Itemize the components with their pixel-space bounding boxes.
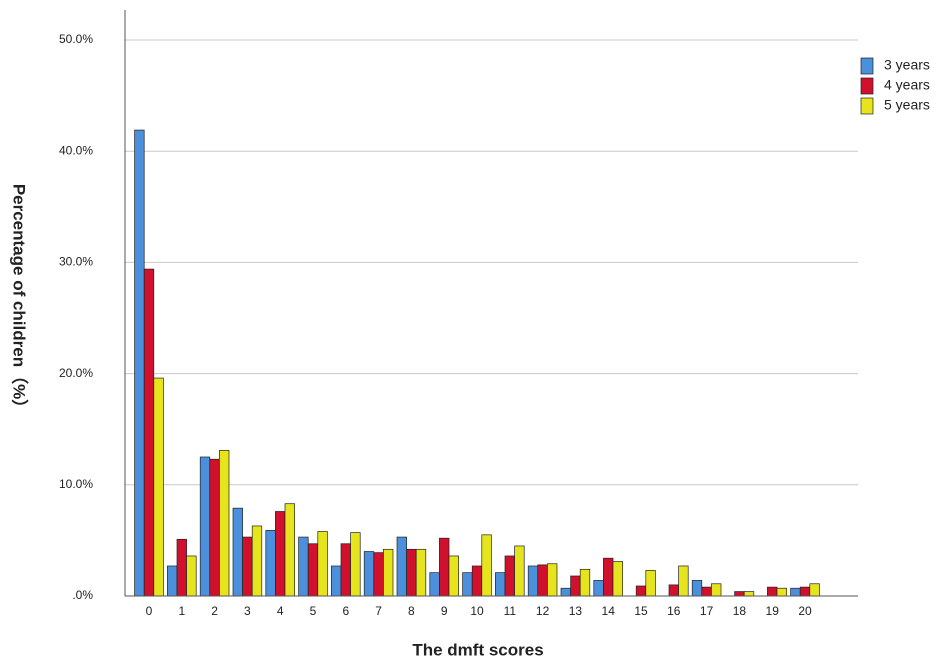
bar bbox=[547, 563, 558, 597]
x-tick-label: 4 bbox=[277, 604, 284, 618]
bar bbox=[691, 580, 703, 597]
x-tick-label: 19 bbox=[766, 604, 780, 618]
x-tick-label: 9 bbox=[441, 604, 448, 618]
y-tick-label: 10.0% bbox=[59, 477, 93, 491]
x-tick-label: 1 bbox=[178, 604, 185, 618]
x-tick-label: 15 bbox=[634, 604, 648, 618]
legend-label: 3 years bbox=[884, 57, 930, 73]
bar bbox=[495, 572, 506, 597]
bar bbox=[396, 536, 407, 597]
bar bbox=[134, 129, 145, 597]
bar bbox=[284, 503, 295, 597]
x-tick-label: 14 bbox=[602, 604, 616, 618]
bar bbox=[153, 377, 164, 597]
bar bbox=[176, 538, 187, 597]
bar bbox=[199, 456, 211, 597]
bar bbox=[275, 511, 286, 597]
bar bbox=[251, 525, 263, 597]
bar bbox=[186, 555, 197, 597]
bar bbox=[527, 565, 539, 597]
x-tick-label: 10 bbox=[470, 604, 484, 618]
bar bbox=[439, 537, 450, 597]
bar bbox=[701, 586, 712, 597]
x-tick-label: 16 bbox=[667, 604, 681, 618]
bar bbox=[645, 570, 656, 597]
bar bbox=[298, 536, 309, 597]
bar bbox=[776, 587, 787, 597]
bar bbox=[209, 458, 220, 597]
bar bbox=[635, 585, 647, 597]
x-tick-label: 2 bbox=[211, 604, 218, 618]
x-tick-label: 6 bbox=[342, 604, 349, 618]
x-axis-title: The dmft scores bbox=[412, 640, 543, 659]
bar bbox=[373, 552, 384, 597]
legend-label: 4 years bbox=[884, 77, 930, 93]
x-tick-label: 12 bbox=[536, 604, 550, 618]
bar bbox=[743, 591, 755, 597]
x-tick-label: 7 bbox=[375, 604, 382, 618]
bar bbox=[668, 584, 679, 597]
bar bbox=[799, 586, 811, 597]
bar bbox=[265, 530, 276, 597]
x-tick-label: 11 bbox=[504, 604, 517, 618]
legend-swatch bbox=[860, 77, 874, 95]
y-tick-label: .0% bbox=[72, 588, 93, 602]
bar bbox=[363, 551, 375, 597]
y-tick-label: 20.0% bbox=[59, 366, 93, 380]
bar bbox=[167, 565, 178, 597]
bar bbox=[448, 555, 459, 597]
bar bbox=[383, 548, 394, 597]
bar bbox=[415, 548, 427, 597]
bar bbox=[809, 583, 820, 597]
bar bbox=[504, 555, 515, 597]
bar bbox=[790, 587, 801, 597]
bar bbox=[331, 565, 342, 597]
legend-swatch bbox=[860, 97, 874, 115]
legend-label: 5 years bbox=[884, 97, 930, 113]
bar bbox=[734, 591, 745, 597]
bar bbox=[143, 268, 155, 597]
x-tick-label: 3 bbox=[244, 604, 251, 618]
bar bbox=[514, 545, 525, 597]
bar bbox=[481, 534, 492, 597]
bar bbox=[350, 532, 361, 597]
bar bbox=[678, 565, 689, 597]
bar bbox=[767, 586, 778, 597]
x-tick-label: 20 bbox=[798, 604, 812, 618]
bar bbox=[603, 557, 614, 597]
x-tick-label: 0 bbox=[146, 604, 153, 618]
bar bbox=[579, 568, 591, 597]
bar bbox=[317, 531, 328, 597]
y-tick-label: 50.0% bbox=[59, 32, 93, 46]
x-tick-label: 17 bbox=[700, 604, 714, 618]
legend-swatch bbox=[860, 57, 874, 75]
bar bbox=[711, 583, 722, 597]
x-tick-label: 8 bbox=[408, 604, 415, 618]
x-tick-label: 5 bbox=[310, 604, 317, 618]
bar bbox=[537, 564, 548, 597]
bar bbox=[593, 580, 604, 597]
bar bbox=[612, 561, 623, 597]
bar bbox=[429, 572, 440, 597]
bar bbox=[406, 548, 417, 597]
y-tick-label: 40.0% bbox=[59, 143, 93, 157]
bar bbox=[462, 572, 473, 597]
bar bbox=[242, 536, 253, 597]
bar bbox=[471, 565, 483, 597]
bar bbox=[307, 543, 319, 597]
bar bbox=[340, 543, 351, 597]
x-tick-label: 18 bbox=[733, 604, 747, 618]
bar bbox=[219, 449, 230, 597]
bar bbox=[232, 507, 243, 597]
y-axis-title: Percentage of children（%） bbox=[10, 184, 30, 416]
bar bbox=[570, 575, 581, 597]
x-tick-label: 13 bbox=[569, 604, 583, 618]
bar bbox=[560, 587, 571, 597]
y-tick-label: 30.0% bbox=[59, 255, 93, 269]
